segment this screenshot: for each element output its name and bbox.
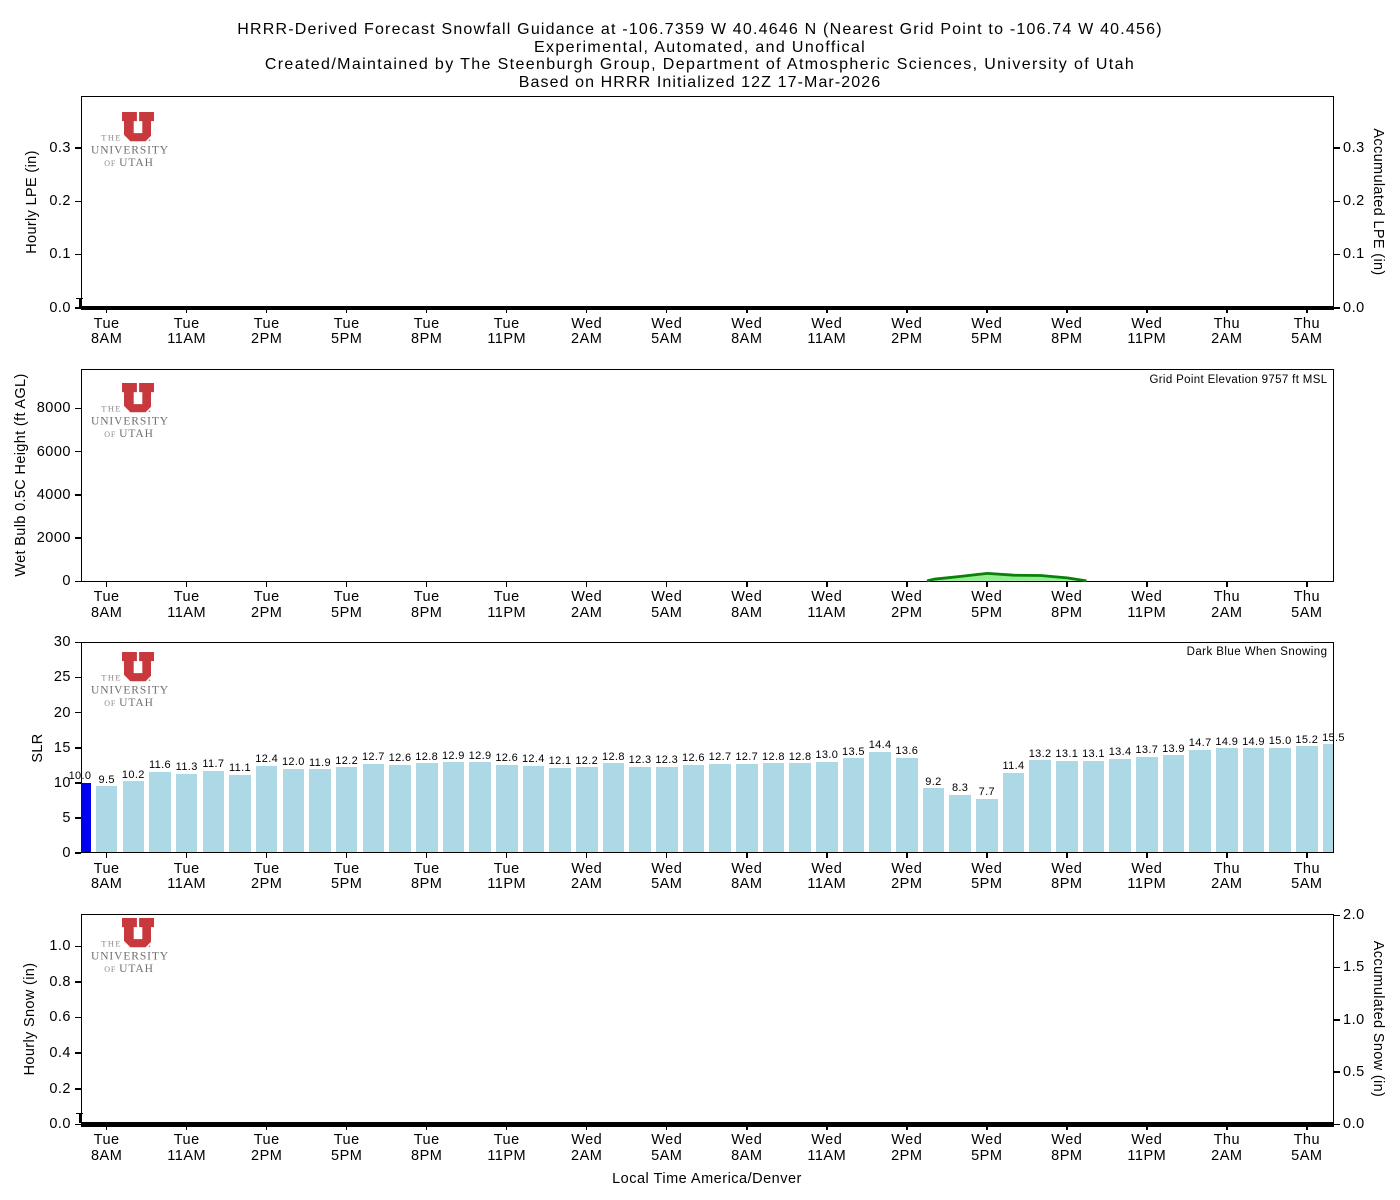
svg-text:UNIVERSITY: UNIVERSITY (91, 684, 169, 696)
svg-text:THE: THE (101, 403, 122, 413)
svg-text:UNIVERSITY: UNIVERSITY (91, 145, 169, 157)
svg-text:UNIVERSITY: UNIVERSITY (91, 950, 169, 962)
svg-text:THE: THE (101, 133, 122, 143)
svg-text:THE: THE (101, 672, 122, 682)
svg-text:OF UTAH: OF UTAH (104, 157, 154, 169)
svg-text:OF UTAH: OF UTAH (104, 963, 154, 975)
svg-text:THE: THE (101, 938, 122, 948)
svg-text:OF UTAH: OF UTAH (104, 697, 154, 709)
svg-text:OF UTAH: OF UTAH (104, 427, 154, 439)
svg-text:UNIVERSITY: UNIVERSITY (91, 415, 169, 427)
